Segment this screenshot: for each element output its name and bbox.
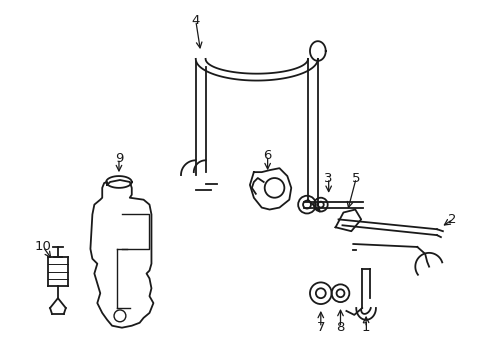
Text: 7: 7 [316,321,325,334]
Text: 5: 5 [351,171,360,185]
Text: 9: 9 [115,152,123,165]
Text: 2: 2 [447,213,456,226]
Text: 3: 3 [324,171,332,185]
Text: 10: 10 [35,240,52,253]
Text: 1: 1 [361,321,369,334]
Text: 4: 4 [191,14,200,27]
Text: 6: 6 [263,149,271,162]
Text: 8: 8 [336,321,344,334]
